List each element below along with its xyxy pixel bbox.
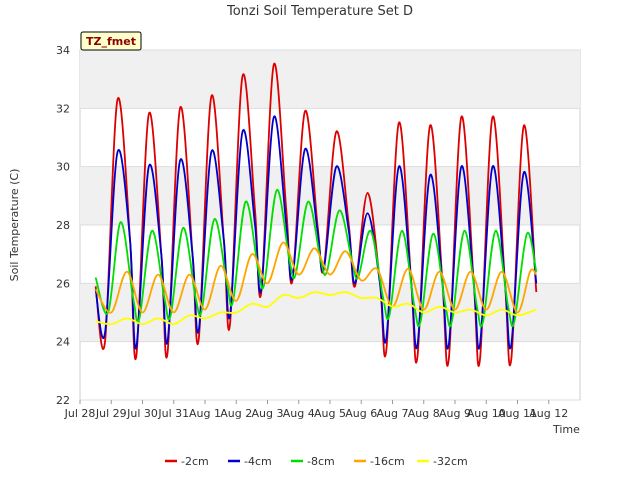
x-tick-label: Aug 4 [283,407,315,420]
legend-label: -16cm [370,455,405,468]
y-tick-label: 26 [56,277,70,290]
y-axis-label: Soil Temperature (C) [8,169,21,282]
y-tick-label: 32 [56,102,70,115]
x-tick-label: Aug 11 [498,407,537,420]
x-tick-label: Aug 10 [467,407,506,420]
x-tick-label: Aug 9 [439,407,471,420]
series-line-16cm [94,241,537,314]
x-tick-label: Aug 12 [529,407,568,420]
series-lines [94,62,538,367]
series-line-2cm [94,62,538,367]
x-tick-label: Jul 31 [157,407,189,420]
legend: -2cm -4cm -8cm -16cm -32cm [165,455,468,468]
y-tick-label: 22 [56,394,70,407]
y-tick-label: 34 [56,44,70,57]
legend-label: -8cm [307,455,335,468]
x-tick-label: Jul 28 [64,407,96,420]
y-tick-label: 30 [56,161,70,174]
series-line-32cm [95,291,537,326]
y-axis-ticks: 22 24 26 28 30 32 34 [56,44,70,407]
y-tick-label: 28 [56,219,70,232]
x-tick-label: Aug 7 [377,407,409,420]
x-tick-label: Aug 6 [345,407,377,420]
x-tick-label: Aug 3 [252,407,284,420]
x-tick-label: Aug 2 [220,407,252,420]
legend-label: -2cm [181,455,209,468]
legend-label: -32cm [433,455,468,468]
x-tick-label: Aug 1 [189,407,221,420]
x-tick-label: Jul 29 [95,407,127,420]
annotation-box: TZ_fmet [80,31,142,51]
legend-label: -4cm [244,455,272,468]
series-line-4cm [94,115,538,350]
x-tick-label: Aug 5 [314,407,346,420]
x-tick-label: Aug 8 [408,407,440,420]
y-tick-label: 24 [56,336,70,349]
x-axis-label: Time [552,423,580,436]
chart-title: Tonzi Soil Temperature Set D [226,4,413,19]
annotation-label: TZ_fmet [86,35,136,48]
x-tick-label: Jul 30 [126,407,158,420]
plot-band [80,50,580,109]
